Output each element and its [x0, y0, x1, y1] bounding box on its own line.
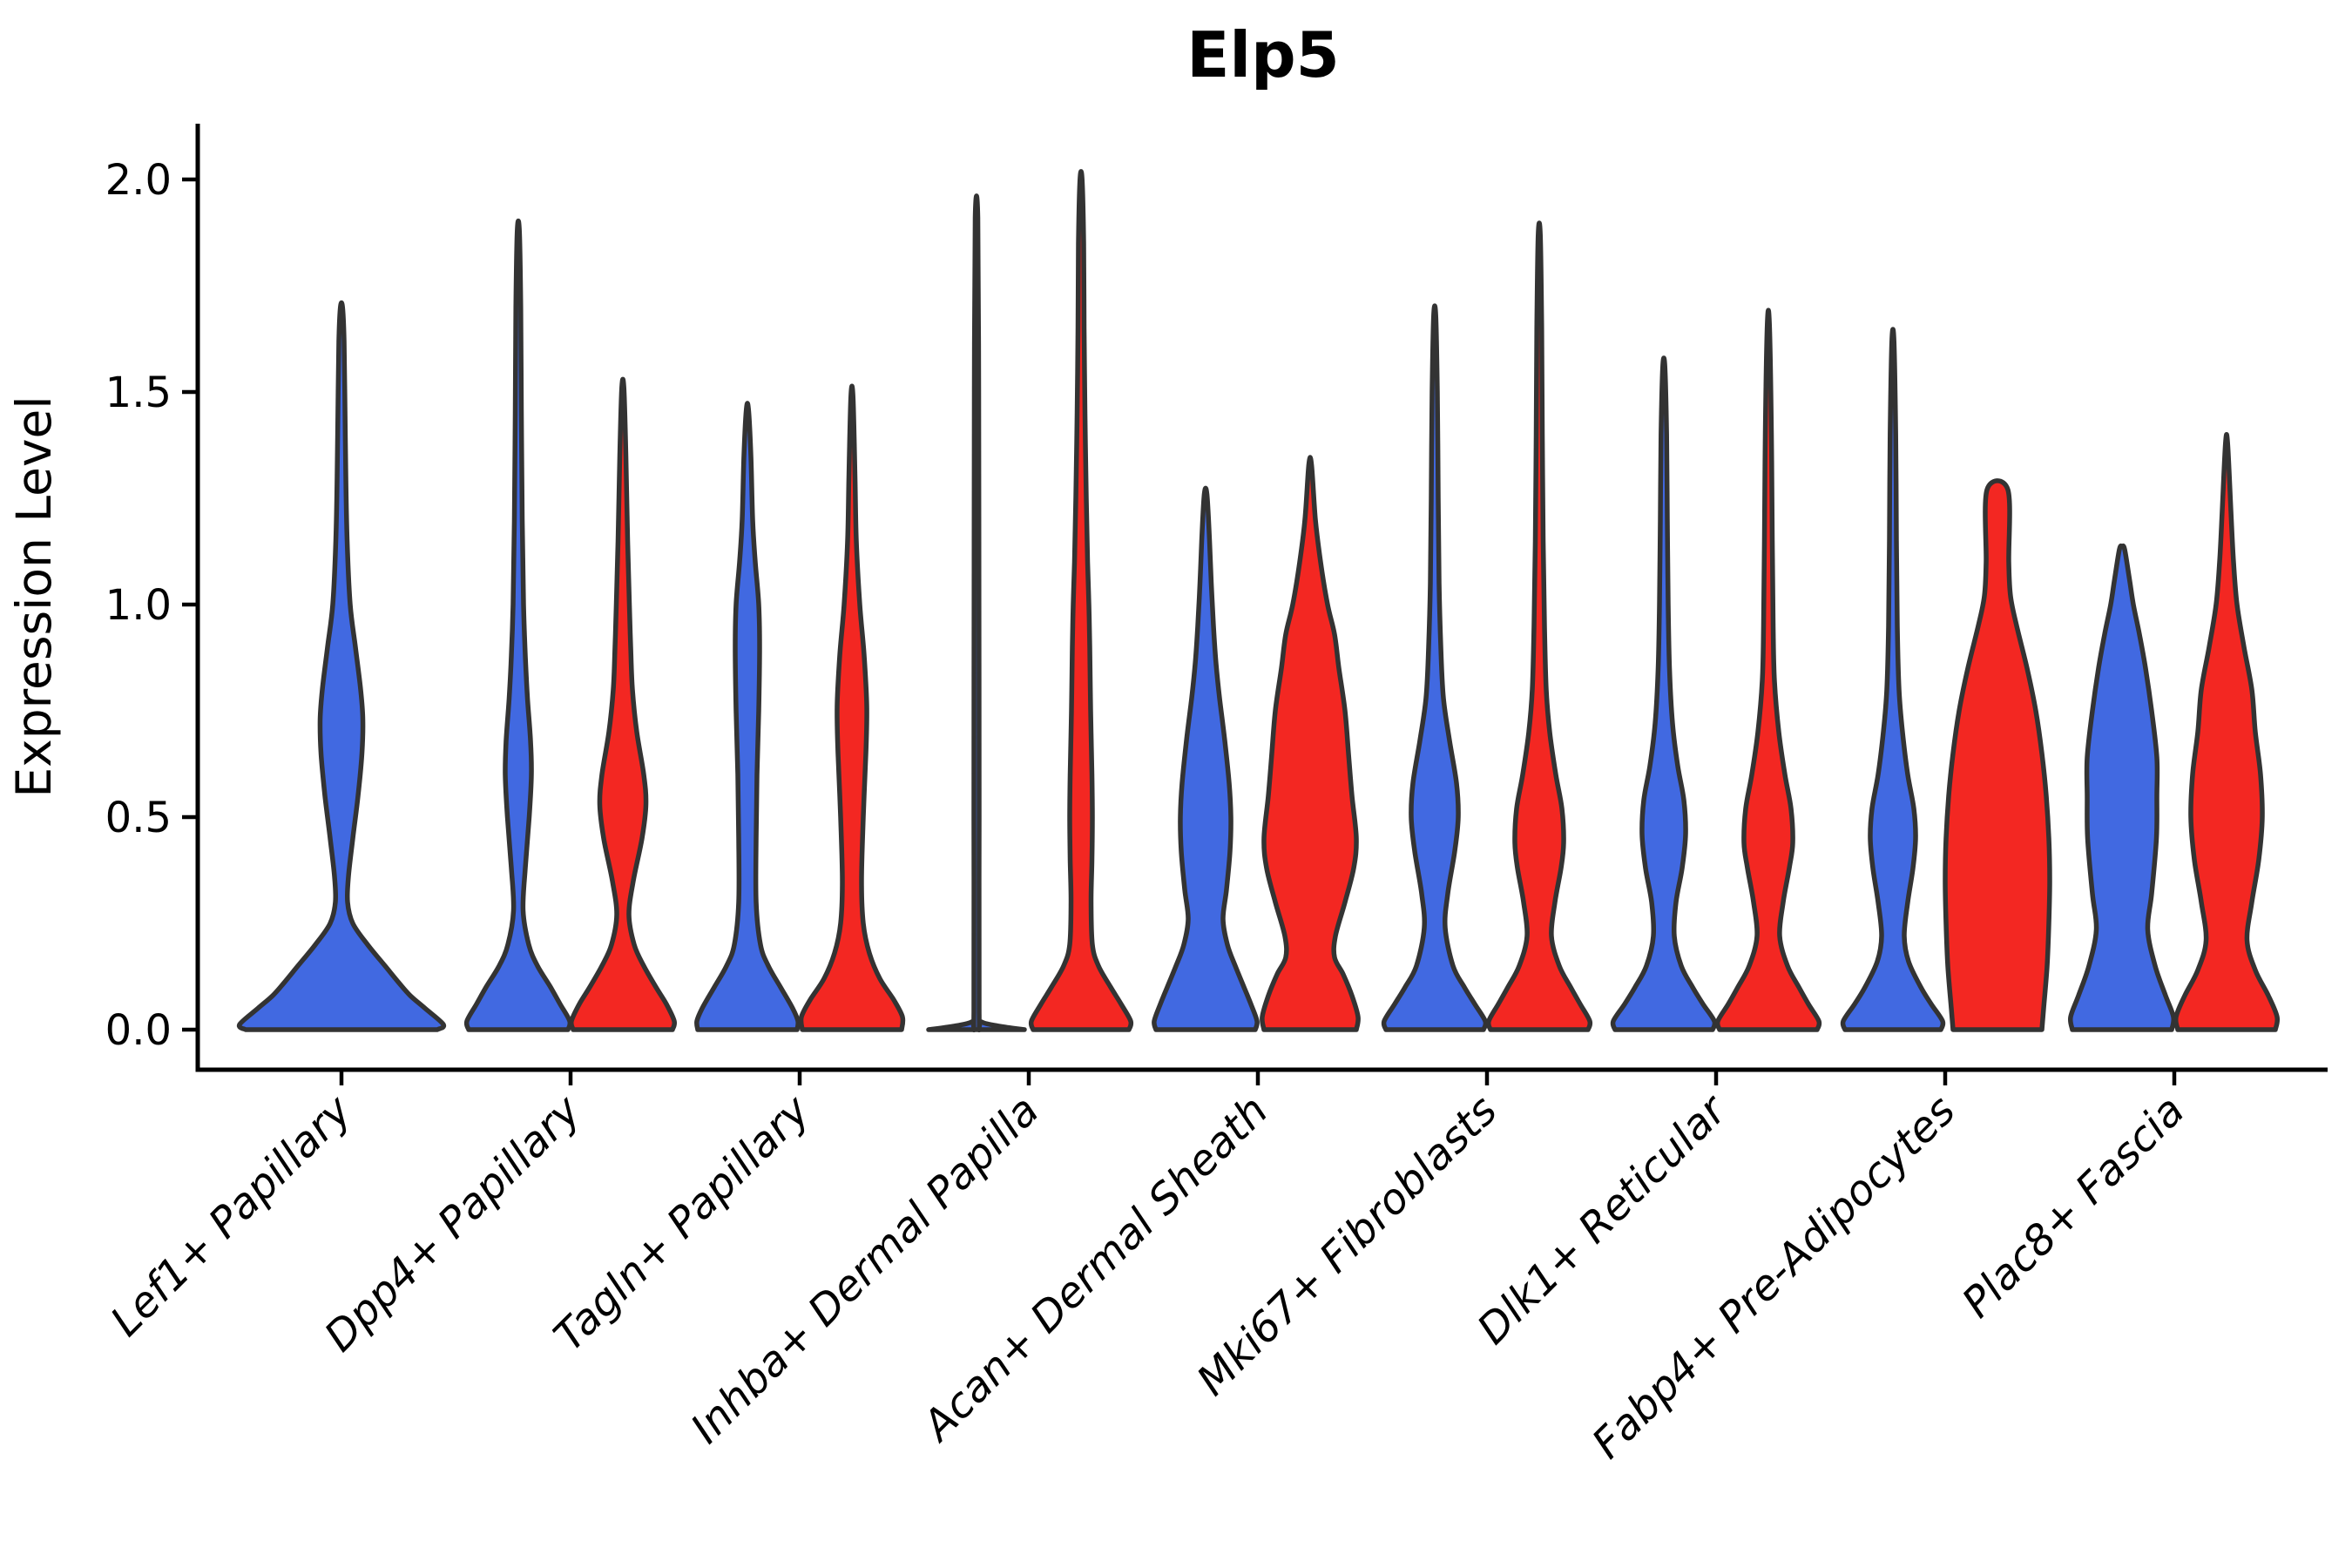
- y-tick-label: 0.0: [105, 1006, 172, 1055]
- y-tick-label: 1.0: [105, 581, 172, 630]
- violin-shapes: [236, 169, 2281, 1032]
- x-tick-label: Lef1+ Papillary: [101, 1085, 362, 1346]
- x-tick-label: Dlk1+ Reticular: [1468, 1085, 1738, 1355]
- y-tick-label: 1.5: [105, 368, 172, 417]
- violin-red-dlk1-reticular: [1714, 308, 1822, 1032]
- violin-red-acan-dermal-sheath: [1260, 455, 1361, 1032]
- axes: [182, 124, 2328, 1085]
- y-tick-label: 0.5: [105, 794, 172, 842]
- plot-title: Elp5: [1186, 18, 1340, 91]
- violin-red-mki67-fibroblasts: [1485, 220, 1593, 1032]
- violin-red-dpp4-papillary: [568, 376, 678, 1032]
- violin-blue-fabp4-pre-adipocytes: [1840, 327, 1946, 1032]
- violin-blue-acan-dermal-sheath: [1152, 485, 1260, 1032]
- y-tick-label: 2.0: [105, 156, 172, 205]
- violin-blue-dlk1-reticular: [1610, 355, 1718, 1032]
- violin-red-tagln-papillary: [798, 383, 906, 1032]
- violin-red-fabp4-pre-adipocytes: [1943, 478, 2052, 1032]
- x-tick-label: Fabp4+ Pre-Adipocytes: [1583, 1086, 1965, 1469]
- violin-blue-tagln-papillary: [694, 401, 801, 1032]
- y-axis-label: Expression Level: [6, 395, 62, 797]
- x-tick-label: Tagln+ Papillary: [544, 1085, 820, 1361]
- violin-blue-dpp4-papillary: [463, 218, 573, 1032]
- violin-blue-plac8-fascia: [2067, 544, 2177, 1032]
- violin-red-inhba-dermal-papilla: [1028, 169, 1134, 1032]
- violin-blue-inhba-dermal-papilla: [926, 193, 1027, 1032]
- violin-blue-mki67-fibroblasts: [1381, 303, 1489, 1032]
- violin-red-plac8-fascia: [2173, 432, 2281, 1032]
- violin-blue-lef1-papillary: [236, 300, 447, 1032]
- x-tick-label: Plac8+ Fascia: [1953, 1086, 2194, 1328]
- x-tick-label: Dpp4+ Papillary: [315, 1085, 591, 1361]
